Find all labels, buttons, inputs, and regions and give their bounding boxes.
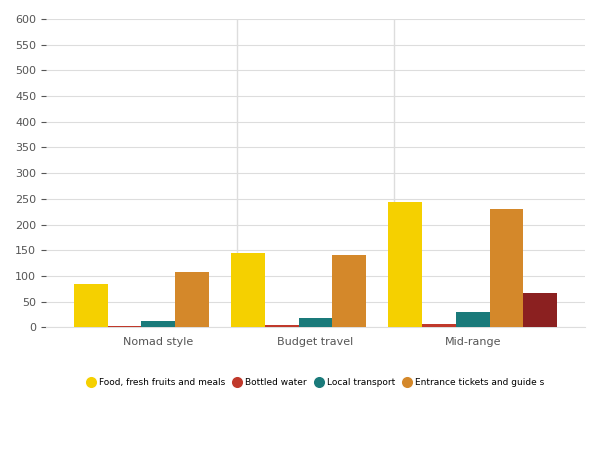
Bar <box>231 253 265 327</box>
Bar <box>74 284 107 327</box>
Bar <box>332 255 366 327</box>
Bar <box>490 209 523 327</box>
Bar <box>422 324 456 327</box>
Bar <box>523 293 557 327</box>
Legend: Food, fresh fruits and meals, Bottled water, Local transport, Entrance tickets a: Food, fresh fruits and meals, Bottled wa… <box>83 374 548 391</box>
Bar <box>388 202 422 327</box>
Bar <box>456 312 490 327</box>
Bar <box>175 272 209 327</box>
Bar <box>299 318 332 327</box>
Bar <box>142 321 175 327</box>
Bar <box>265 325 299 327</box>
Bar <box>107 326 142 327</box>
